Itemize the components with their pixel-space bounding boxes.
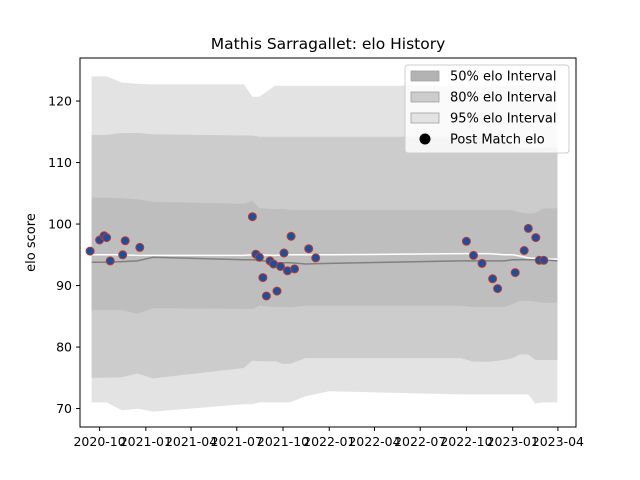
- post-match-point: [258, 273, 268, 283]
- post-match-point: [304, 244, 314, 254]
- mean-elo-line: [91, 256, 558, 265]
- x-tick-label: 2021-10: [257, 434, 309, 449]
- legend: 50% elo Interval 80% elo Interval 95% elo …: [404, 64, 570, 154]
- post-match-point: [247, 212, 257, 222]
- x-tick-label: 2022-07: [394, 434, 446, 449]
- band-50-interval: [91, 197, 558, 314]
- post-match-point: [85, 246, 95, 256]
- plot-area: [85, 76, 558, 412]
- post-match-point: [519, 246, 529, 255]
- y-tick-label: 80: [56, 340, 72, 355]
- y-axis: 70 80 90 100 110 120: [48, 94, 80, 416]
- post-match-point: [254, 252, 264, 262]
- x-tick-label: 2023-04: [532, 434, 584, 449]
- post-match-point: [261, 291, 271, 301]
- elo-lines: [91, 252, 558, 265]
- x-tick-label: 2022-10: [440, 434, 492, 449]
- post-match-point: [539, 255, 549, 265]
- post-match-point: [461, 236, 471, 246]
- x-tick-label: 2023-01: [487, 434, 539, 449]
- x-tick-label: 2020-10: [73, 434, 125, 449]
- y-tick-label: 90: [56, 278, 72, 293]
- post-match-point: [469, 250, 478, 260]
- x-tick-label: 2022-04: [348, 434, 400, 449]
- post-match-point: [510, 268, 520, 278]
- legend-label: 95% elo Interval: [450, 112, 557, 127]
- post-match-point: [102, 233, 112, 243]
- post-match-point: [279, 248, 289, 258]
- x-axis: 2020-102021-012021-042021-072021-102022-…: [73, 427, 584, 449]
- post-match-point: [523, 223, 533, 233]
- y-tick-label: 70: [56, 401, 72, 416]
- median-elo-line: [91, 252, 558, 260]
- post-match-point: [272, 286, 282, 296]
- post-match-point: [105, 256, 115, 266]
- post-match-point: [286, 231, 296, 241]
- legend-label: 80% elo Interval: [450, 91, 557, 106]
- y-tick-label: 110: [48, 155, 72, 170]
- legend-swatch-2: [410, 91, 440, 103]
- interval-bands: [91, 76, 558, 412]
- post-match-point: [120, 236, 130, 246]
- y-tick-label: 100: [48, 217, 72, 232]
- chart-title: Mathis Sarragallet: elo History: [211, 35, 446, 53]
- post-match-point: [276, 262, 285, 271]
- post-match-point: [135, 242, 145, 252]
- x-tick-label: 2021-04: [165, 434, 217, 449]
- post-match-point: [493, 284, 503, 294]
- legend-marker: [419, 133, 431, 145]
- y-tick-label: 120: [48, 94, 72, 109]
- legend-swatch-1: [410, 70, 440, 82]
- legend-swatch-3: [410, 112, 440, 124]
- plot-frame: [79, 57, 577, 428]
- legend-label: 50% elo Interval: [450, 70, 557, 85]
- x-tick-label: 2021-01: [120, 434, 172, 449]
- post-match-point: [118, 250, 128, 260]
- post-match-point: [477, 258, 487, 268]
- y-axis-label: elo score: [24, 213, 39, 272]
- post-match-point: [531, 233, 541, 243]
- post-match-points: [85, 212, 549, 301]
- legend-box: [404, 64, 570, 154]
- post-match-point: [311, 253, 321, 263]
- x-tick-label: 2021-07: [211, 434, 263, 449]
- post-match-point: [488, 274, 498, 284]
- post-match-point: [290, 264, 300, 274]
- x-tick-label: 2022-01: [303, 434, 355, 449]
- legend-label: Post Match elo: [450, 133, 545, 148]
